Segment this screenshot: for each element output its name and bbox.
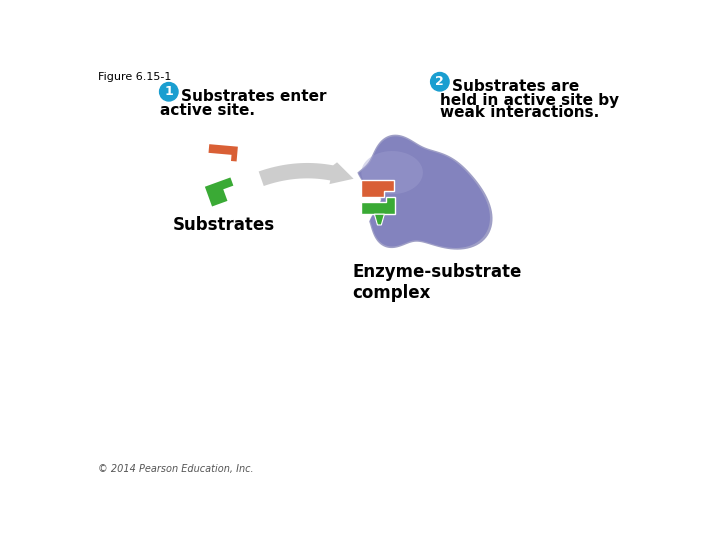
Polygon shape xyxy=(361,197,395,214)
Text: Figure 6.15-1: Figure 6.15-1 xyxy=(98,72,171,83)
Polygon shape xyxy=(258,163,354,186)
Text: 2: 2 xyxy=(436,75,444,88)
Polygon shape xyxy=(374,214,384,225)
Polygon shape xyxy=(361,151,423,194)
Text: active site.: active site. xyxy=(160,103,255,118)
Text: © 2014 Pearson Education, Inc.: © 2014 Pearson Education, Inc. xyxy=(98,464,253,475)
Polygon shape xyxy=(361,180,394,197)
Text: Substrates: Substrates xyxy=(174,217,275,234)
Circle shape xyxy=(160,83,178,101)
Polygon shape xyxy=(357,134,492,249)
Text: Enzyme-substrate
complex: Enzyme-substrate complex xyxy=(352,264,521,302)
Text: Substrates enter: Substrates enter xyxy=(181,89,327,104)
Polygon shape xyxy=(207,143,239,163)
Circle shape xyxy=(431,72,449,91)
Text: held in active site by: held in active site by xyxy=(440,92,619,107)
Polygon shape xyxy=(204,176,235,208)
Text: 1: 1 xyxy=(164,85,174,98)
Text: Substrates are: Substrates are xyxy=(452,79,580,93)
Text: weak interactions.: weak interactions. xyxy=(440,105,599,120)
Polygon shape xyxy=(359,136,490,248)
